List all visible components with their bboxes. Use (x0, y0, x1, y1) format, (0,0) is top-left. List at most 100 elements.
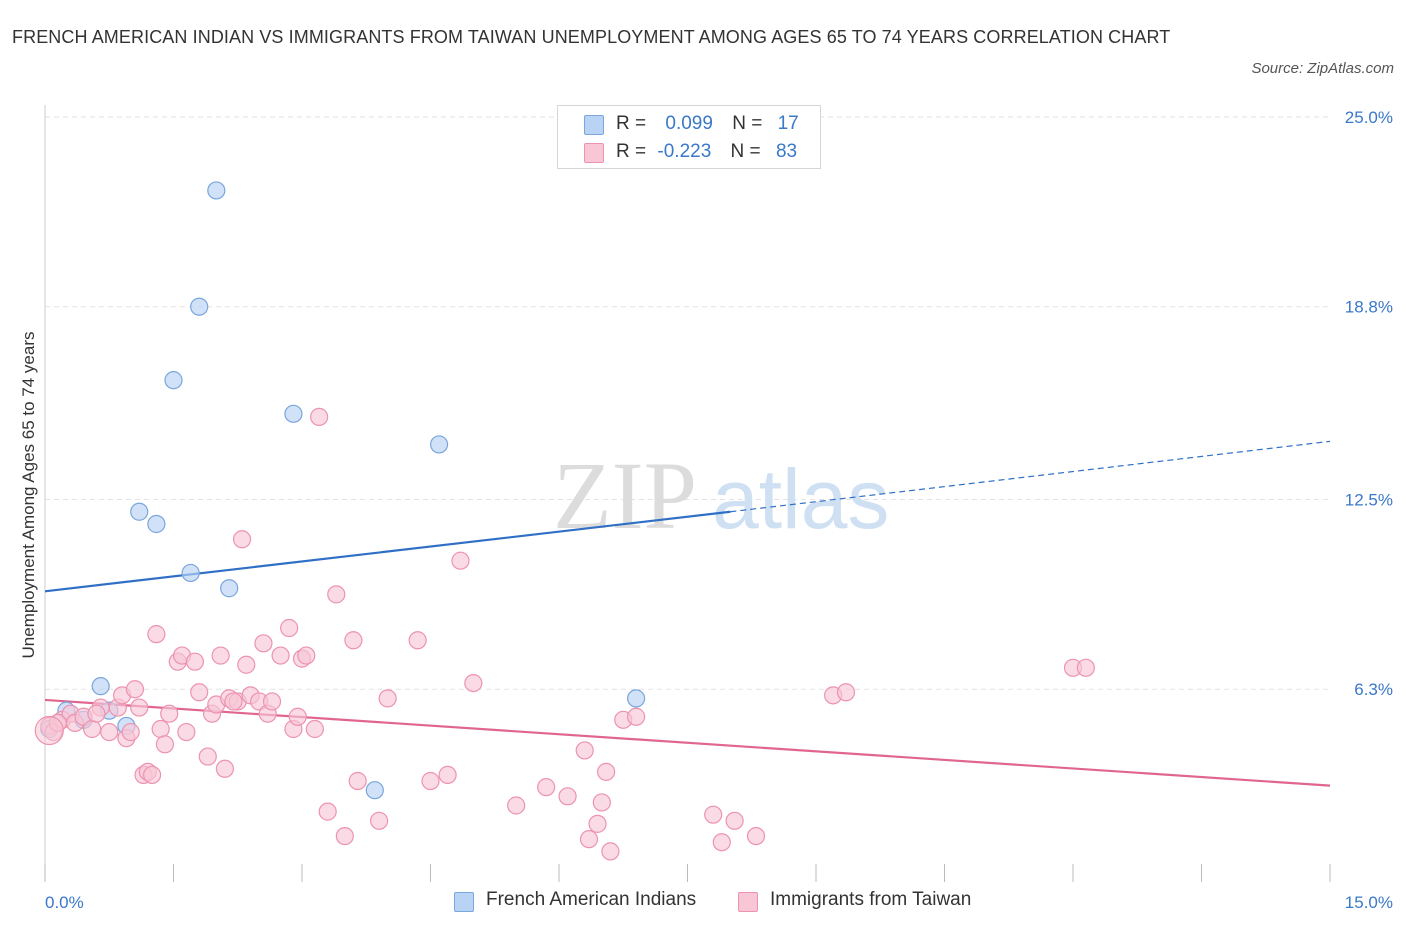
data-point-blue (91, 677, 110, 696)
data-point-pink (190, 683, 209, 702)
bottom-legend-label: French American Indians (486, 889, 697, 910)
data-point-pink (271, 646, 290, 665)
data-point-pink (142, 765, 162, 785)
data-point-pink (746, 826, 766, 846)
data-point-pink (232, 530, 252, 549)
data-point-pink (712, 833, 731, 852)
stats-legend: R = 0.099 N = 17 R = -0.223 N = 83 (557, 105, 821, 169)
bottom-legend-label: Immigrants from Taiwan (770, 889, 972, 910)
data-point-pink (177, 722, 196, 742)
data-point-pink (130, 698, 149, 717)
data-point-pink (160, 704, 179, 723)
points-layer (34, 181, 1095, 861)
chart-title: FRENCH AMERICAN INDIAN VS IMMIGRANTS FRO… (12, 27, 1171, 47)
data-point-blue (190, 297, 209, 316)
data-point-pink (597, 762, 616, 781)
data-point-pink (215, 759, 234, 778)
data-point-pink (100, 722, 119, 742)
bottom-legend-swatch-pink (738, 892, 758, 912)
data-point-blue (626, 689, 646, 708)
legend-r-label: R = (616, 113, 647, 134)
data-point-blue (284, 404, 303, 423)
legend-r-value: 0.099 (665, 113, 713, 134)
data-point-pink (507, 796, 526, 815)
data-point-pink (575, 741, 594, 760)
data-point-pink (438, 765, 457, 785)
data-point-pink (725, 811, 744, 830)
data-point-pink (280, 618, 299, 638)
trend-line-extension-blue (730, 440, 1331, 513)
data-point-pink (335, 826, 354, 846)
data-point-blue (164, 371, 183, 390)
y-tick-label: 25.0% (1345, 108, 1393, 127)
data-point-pink (211, 646, 230, 665)
data-point-pink (537, 778, 556, 797)
data-point-blue (147, 514, 166, 534)
watermark-zip: ZIP (553, 442, 697, 549)
data-point-pink (464, 673, 483, 693)
bottom-legend-swatch-blue (454, 892, 474, 912)
y-tick-label: 6.3% (1354, 680, 1393, 699)
trend-line-blue (44, 510, 731, 593)
legend-swatch-blue (584, 115, 604, 135)
data-point-pink (704, 805, 723, 824)
data-point-pink (125, 680, 145, 699)
data-point-pink (34, 715, 64, 746)
data-point-pink (237, 655, 256, 674)
data-point-pink (327, 585, 346, 604)
data-point-blue (365, 781, 384, 800)
data-point-pink (262, 692, 282, 711)
source-label: Source: ZipAtlas.com (1251, 60, 1394, 77)
data-point-pink (121, 722, 140, 742)
legend-n-value: 17 (777, 113, 799, 134)
data-point-pink (592, 793, 611, 812)
watermark-atlas: atlas (712, 452, 889, 546)
label-layer: 25.0% 18.8% 12.5% 6.3% 0.0% 15.0% (45, 108, 1393, 912)
data-point-pink (588, 814, 607, 833)
y-axis-label: Unemployment Among Ages 65 to 74 years (19, 332, 38, 659)
data-point-pink (288, 707, 307, 726)
data-point-pink (601, 842, 620, 861)
data-point-pink (185, 652, 205, 671)
data-point-pink (421, 771, 440, 791)
data-point-pink (836, 683, 856, 702)
data-point-pink (344, 631, 363, 650)
data-point-pink (408, 631, 427, 650)
legend-r-value: -0.223 (657, 141, 712, 162)
data-point-pink (318, 802, 337, 821)
legend-n-label: N = (732, 113, 763, 134)
data-point-pink (310, 407, 329, 426)
data-point-pink (147, 625, 166, 644)
data-point-pink (378, 689, 397, 708)
trend-line-pink (44, 698, 1331, 787)
data-point-pink (151, 719, 170, 739)
data-point-pink (297, 646, 316, 665)
x-tick-label: 0.0% (45, 893, 84, 912)
data-point-pink (305, 719, 324, 739)
legend-r-label: R = (616, 141, 647, 162)
legend-swatch-pink (584, 143, 604, 163)
axis-layer (44, 105, 1331, 882)
data-point-blue (220, 579, 239, 598)
legend-n-label: N = (730, 141, 761, 162)
data-point-pink (370, 811, 389, 830)
data-point-blue (130, 502, 149, 521)
legend-n-value: 83 (775, 141, 798, 162)
data-point-pink (348, 771, 367, 791)
grid-layer (45, 116, 1330, 690)
data-point-pink (579, 830, 599, 849)
data-point-blue (429, 435, 449, 454)
data-point-pink (83, 719, 102, 739)
data-point-pink (558, 787, 577, 806)
data-point-blue (207, 181, 226, 200)
data-point-blue (181, 563, 200, 583)
data-point-pink (87, 704, 106, 723)
data-point-pink (224, 692, 243, 711)
data-point-pink (198, 747, 217, 766)
y-tick-label: 18.8% (1345, 298, 1393, 317)
data-point-pink (1076, 658, 1095, 677)
data-point-pink (254, 634, 273, 653)
watermark: ZIP atlas (553, 442, 889, 549)
y-tick-label: 12.5% (1345, 491, 1393, 510)
